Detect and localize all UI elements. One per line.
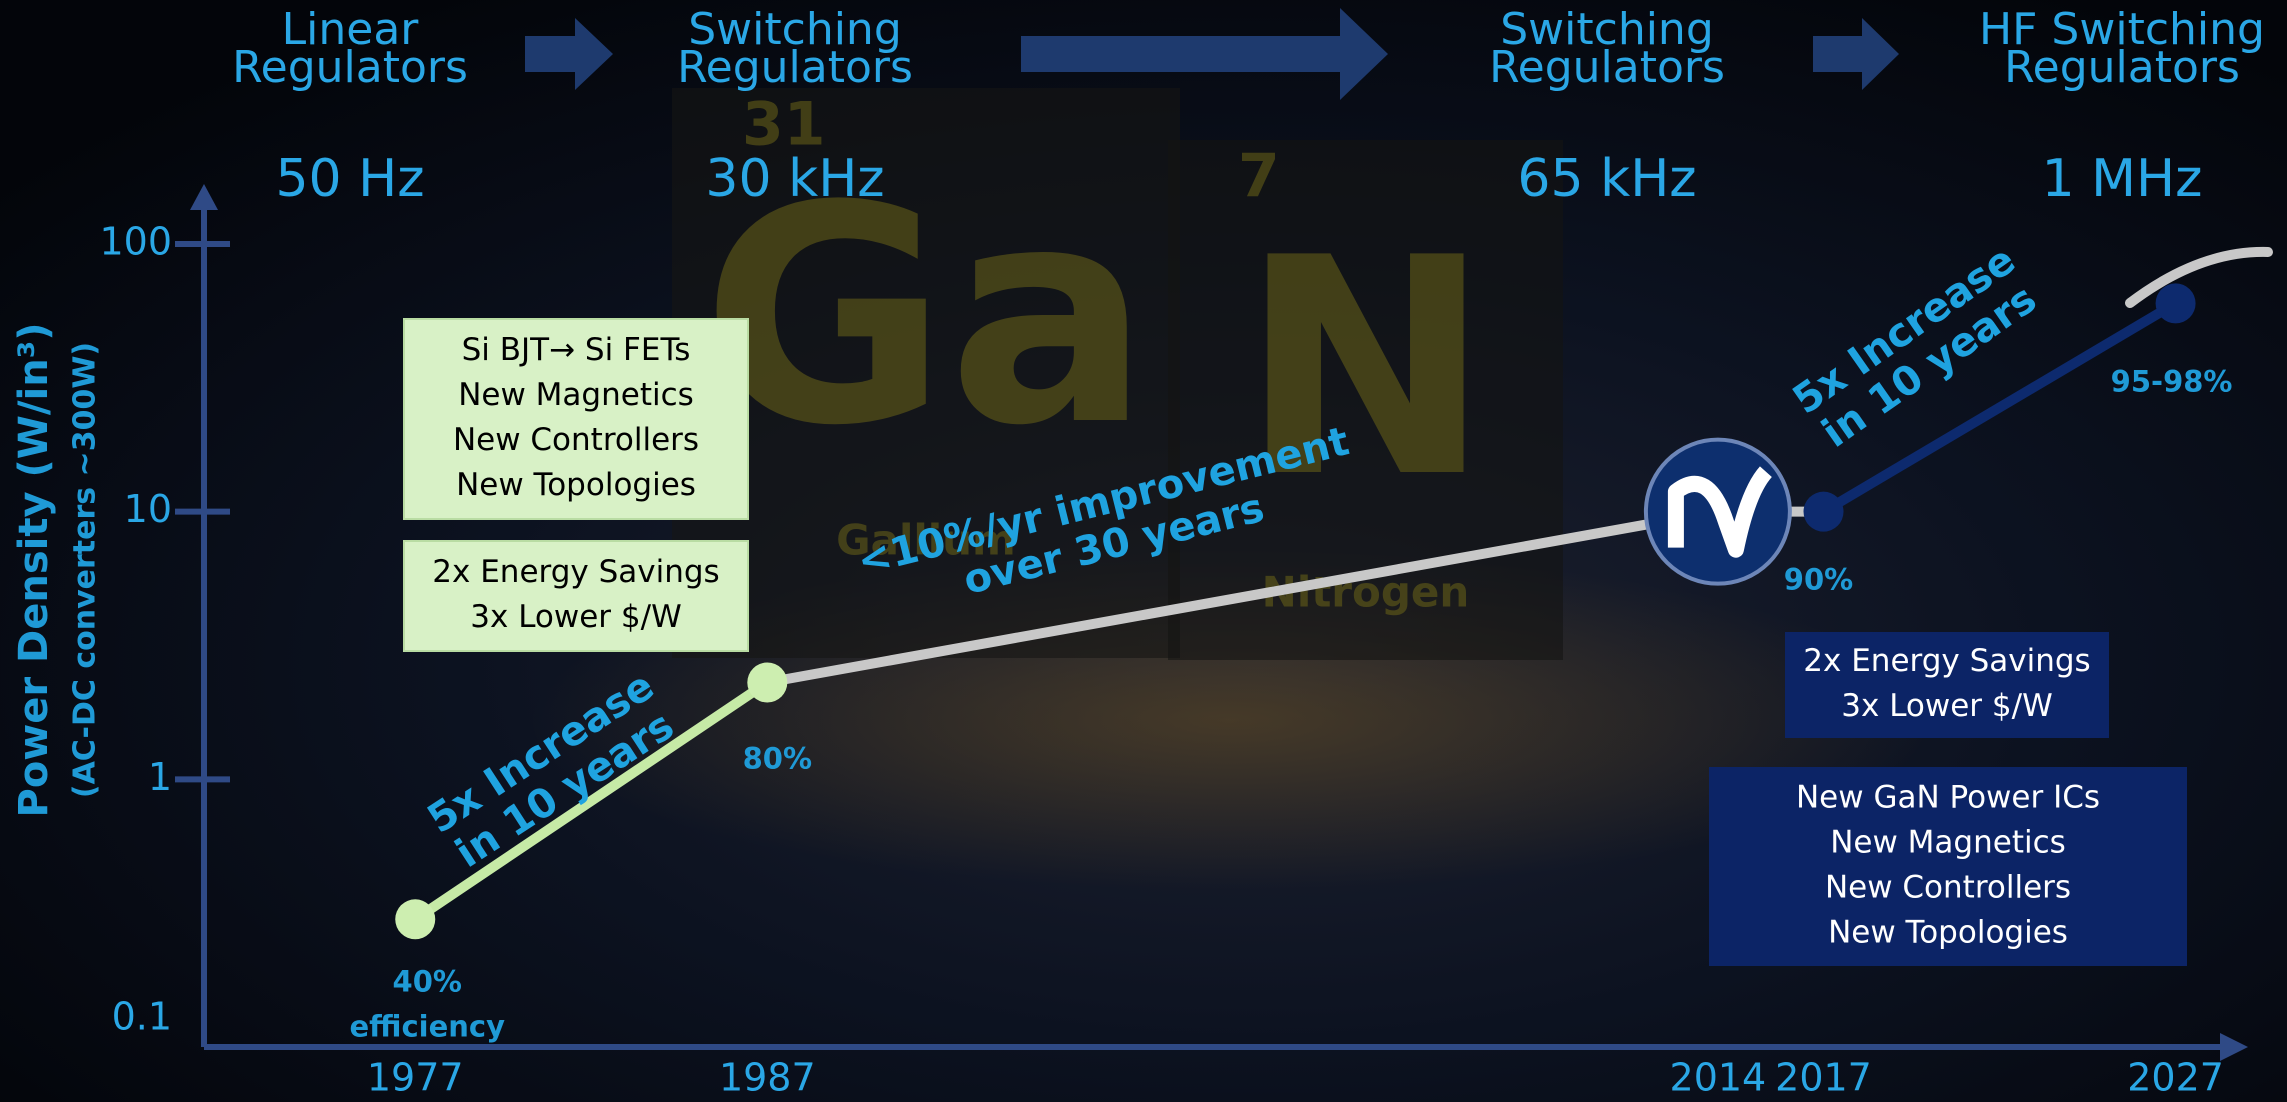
- y-axis-label: Power Density (W/in³): [11, 323, 57, 818]
- info-box-text: New Topologies: [456, 467, 696, 503]
- data-point: [395, 899, 435, 939]
- info-box-text: New Controllers: [453, 422, 699, 458]
- info-box-text: New GaN Power ICs: [1796, 780, 2100, 816]
- header-title: Regulators: [677, 42, 913, 93]
- x-tick-label: 2014: [1670, 1056, 1767, 1100]
- header-title: Regulators: [2004, 42, 2240, 93]
- tile-symbol: N: [1240, 194, 1491, 543]
- info-box-text: Si BJT→ Si FETs: [462, 332, 691, 368]
- point-label: efficiency: [349, 1009, 505, 1043]
- header-frequency: 30 kHz: [705, 149, 884, 209]
- header-frequency: 65 kHz: [1517, 149, 1696, 209]
- header-frequency: 50 Hz: [275, 149, 424, 209]
- y-axis-sublabel: (AC-DC converters ~300W): [68, 342, 103, 798]
- info-box-text: New Controllers: [1825, 870, 2071, 906]
- info-box-text: New Topologies: [1828, 915, 2068, 951]
- info-box-text: New Magnetics: [458, 377, 694, 413]
- data-point: [2156, 283, 2196, 323]
- y-tick-label: 10: [124, 487, 172, 531]
- y-tick-label: 100: [99, 220, 172, 264]
- point-label: 90%: [1784, 563, 1853, 597]
- x-tick-label: 1977: [367, 1056, 464, 1100]
- header-title: Regulators: [232, 42, 468, 93]
- point-label: 80%: [743, 742, 812, 776]
- x-tick-label: 1987: [719, 1056, 816, 1100]
- info-box-text: 2x Energy Savings: [432, 554, 719, 590]
- data-point: [1804, 492, 1844, 532]
- y-axis-title: Power Density (W/in³) (AC-DC converters …: [11, 323, 103, 818]
- info-box-text: 2x Energy Savings: [1803, 643, 2090, 679]
- page: { "header": [ {"title": ["Linear", "Regu…: [0, 0, 2287, 1102]
- header-frequency: 1 MHz: [2042, 149, 2203, 209]
- x-tick-label: 2027: [2127, 1056, 2224, 1100]
- header-title: Regulators: [1489, 42, 1725, 93]
- info-box-text: 3x Lower $/W: [470, 599, 681, 635]
- y-tick-label: 0.1: [112, 995, 172, 1039]
- info-box-text: 3x Lower $/W: [1841, 688, 2052, 724]
- slide: 31GaGallium7NNitrogen Power Density (W/i…: [0, 0, 2287, 1102]
- y-tick-label: 1: [148, 755, 172, 799]
- data-point: [747, 663, 787, 703]
- point-label: 40%: [393, 964, 462, 998]
- point-label: 95-98%: [2111, 364, 2233, 398]
- x-tick-label: 2017: [1775, 1056, 1872, 1100]
- info-box-text: New Magnetics: [1830, 825, 2066, 861]
